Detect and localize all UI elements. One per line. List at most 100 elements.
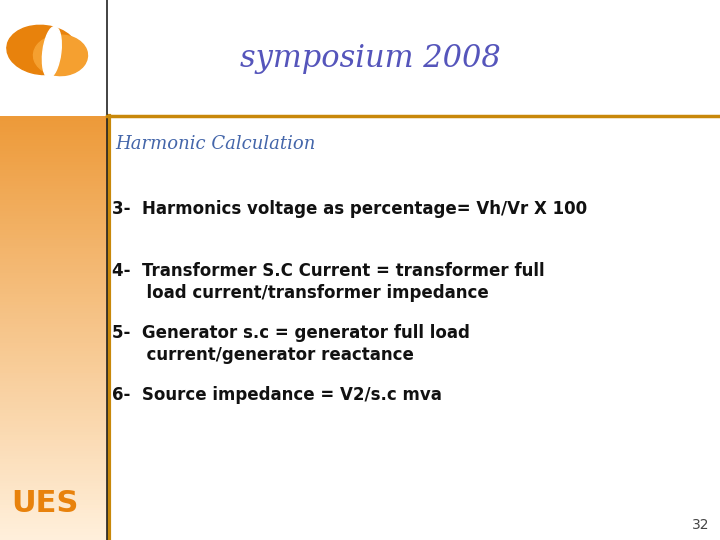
Bar: [0, 524, 107, 526]
Bar: [0, 319, 107, 321]
Bar: [0, 248, 107, 251]
Bar: [0, 332, 107, 335]
Bar: [0, 408, 107, 410]
Bar: [0, 184, 107, 186]
Bar: [0, 68, 107, 70]
Bar: [0, 421, 107, 424]
Bar: [0, 0, 107, 116]
Bar: [0, 259, 107, 262]
Bar: [0, 35, 107, 38]
Bar: [107, 0, 720, 116]
Bar: [0, 273, 107, 275]
Bar: [0, 146, 107, 148]
Bar: [0, 116, 107, 119]
Bar: [0, 200, 107, 202]
Bar: [0, 124, 107, 127]
Bar: [0, 178, 107, 181]
Bar: [0, 151, 107, 154]
Bar: [0, 532, 107, 535]
Bar: [0, 181, 107, 184]
Bar: [0, 73, 107, 76]
Bar: [0, 92, 107, 94]
Bar: [0, 78, 107, 81]
Bar: [0, 216, 107, 219]
Bar: [0, 394, 107, 397]
Bar: [0, 138, 107, 140]
Bar: [0, 443, 107, 445]
Text: Harmonic Calculation: Harmonic Calculation: [115, 135, 315, 153]
Bar: [0, 165, 107, 167]
Bar: [0, 111, 107, 113]
Bar: [0, 65, 107, 68]
Bar: [0, 292, 107, 294]
Bar: [0, 76, 107, 78]
Bar: [0, 30, 107, 32]
Bar: [0, 57, 107, 59]
Text: symposium 2008: symposium 2008: [240, 43, 500, 73]
Bar: [0, 500, 107, 502]
Bar: [0, 510, 107, 513]
Bar: [0, 300, 107, 302]
Bar: [0, 429, 107, 432]
Bar: [0, 424, 107, 427]
Bar: [0, 22, 107, 24]
Bar: [0, 343, 107, 346]
Text: UES: UES: [11, 489, 78, 518]
Ellipse shape: [7, 25, 78, 75]
Bar: [0, 275, 107, 278]
Bar: [0, 113, 107, 116]
Bar: [0, 294, 107, 297]
Bar: [0, 481, 107, 483]
Bar: [0, 535, 107, 537]
Bar: [0, 46, 107, 49]
Bar: [0, 305, 107, 308]
Bar: [0, 119, 107, 122]
Bar: [0, 335, 107, 338]
Bar: [0, 54, 107, 57]
Bar: [0, 62, 107, 65]
Bar: [0, 526, 107, 529]
Bar: [0, 470, 107, 472]
Bar: [0, 397, 107, 400]
Bar: [0, 27, 107, 30]
Bar: [0, 100, 107, 103]
Bar: [0, 321, 107, 324]
Bar: [0, 416, 107, 418]
Bar: [0, 32, 107, 35]
Bar: [0, 378, 107, 381]
Bar: [0, 270, 107, 273]
Bar: [0, 497, 107, 500]
Bar: [0, 400, 107, 402]
Bar: [0, 381, 107, 383]
Bar: [0, 389, 107, 392]
Bar: [0, 230, 107, 232]
Bar: [0, 127, 107, 130]
Bar: [0, 313, 107, 316]
Bar: [0, 202, 107, 205]
Bar: [0, 103, 107, 105]
Bar: [0, 240, 107, 243]
Bar: [0, 327, 107, 329]
Bar: [0, 84, 107, 86]
Bar: [0, 135, 107, 138]
Bar: [0, 383, 107, 386]
Bar: [0, 308, 107, 310]
Ellipse shape: [34, 35, 87, 76]
Bar: [0, 122, 107, 124]
Bar: [0, 49, 107, 51]
Bar: [0, 0, 107, 3]
Bar: [0, 502, 107, 505]
Bar: [0, 284, 107, 286]
Bar: [0, 251, 107, 254]
Bar: [0, 14, 107, 16]
Bar: [0, 508, 107, 510]
Bar: [0, 38, 107, 40]
Bar: [0, 418, 107, 421]
Bar: [0, 537, 107, 540]
Bar: [0, 483, 107, 486]
Bar: [0, 454, 107, 456]
Bar: [0, 281, 107, 284]
Bar: [0, 440, 107, 443]
Bar: [0, 286, 107, 289]
Bar: [0, 159, 107, 162]
